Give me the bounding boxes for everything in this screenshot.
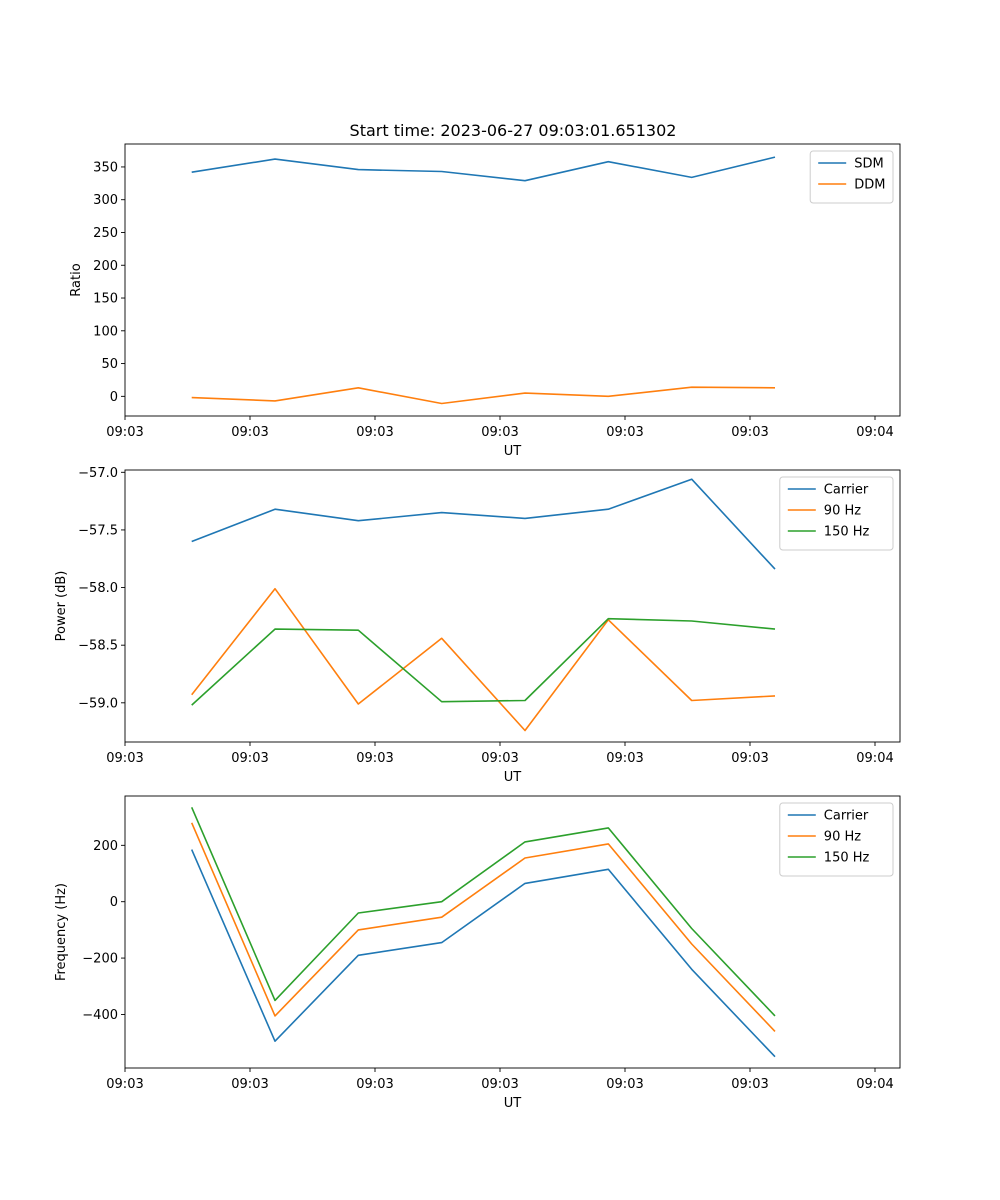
x-tick-label: 09:03	[731, 1077, 768, 1092]
legend: Carrier 90 Hz 150 Hz	[779, 476, 894, 551]
y-tick-label: 150	[93, 292, 118, 307]
x-tick-label: 09:03	[356, 751, 393, 766]
y-tick-label: 50	[101, 357, 118, 372]
x-tick-label: 09:03	[356, 425, 393, 440]
y-tick-label: −400	[82, 1008, 118, 1023]
axes-frame	[124, 795, 901, 1069]
axes-frame	[124, 469, 901, 743]
y-axis-label: Power (dB)	[54, 571, 69, 642]
x-tick-label: 09:04	[856, 1077, 893, 1092]
legend: Carrier 90 Hz 150 Hz	[779, 802, 894, 877]
x-tick-label: 09:03	[231, 1077, 268, 1092]
y-tick-label: 0	[110, 390, 118, 405]
legend-box	[809, 150, 894, 204]
x-tick-label: 09:03	[606, 425, 643, 440]
x-tick-label: 09:03	[731, 425, 768, 440]
legend-label: 90 Hz	[824, 830, 861, 845]
y-tick-label: 300	[93, 193, 118, 208]
y-tick-label: 200	[93, 839, 118, 854]
y-tick-label: 250	[93, 226, 118, 241]
series-line-carrier	[190, 849, 776, 1058]
y-tick-label: −59.0	[78, 696, 118, 711]
x-tick-label: 09:03	[606, 751, 643, 766]
y-tick-label: −58.0	[78, 581, 118, 596]
legend-label: 150 Hz	[824, 525, 870, 540]
chart-1: 09:03 09:03 09:03 09:03 09:03 09:03 09:04 0 50 10…	[69, 143, 901, 459]
series-line-carrier	[191, 478, 776, 570]
series-line-90-hz	[190, 822, 776, 1032]
x-tick-label: 09:03	[481, 1077, 518, 1092]
x-tick-label: 09:03	[481, 751, 518, 766]
x-tick-label: 09:03	[231, 751, 268, 766]
x-axis-label: UT	[504, 770, 522, 785]
chart-3: 09:03 09:03 09:03 09:03 09:03 09:03 09:04 −400 −…	[54, 795, 901, 1111]
series-line-sdm	[191, 156, 776, 182]
y-tick-label: 350	[93, 160, 118, 175]
x-tick-label: 09:03	[106, 1077, 143, 1092]
y-tick-label: 200	[93, 259, 118, 274]
legend-label: 90 Hz	[824, 504, 861, 519]
y-axis-label: Frequency (Hz)	[54, 883, 69, 981]
axes-frame	[124, 143, 901, 417]
x-tick-label: 09:03	[231, 425, 268, 440]
series-line-ddm	[191, 386, 776, 405]
y-tick-label: −58.5	[78, 639, 118, 654]
y-tick-label: −200	[82, 952, 118, 967]
series-line-150-hz	[190, 806, 776, 1017]
legend: SDM DDM	[809, 150, 894, 204]
x-tick-label: 09:03	[606, 1077, 643, 1092]
x-tick-label: 09:03	[731, 751, 768, 766]
series-line-90-hz	[191, 587, 776, 732]
x-tick-label: 09:04	[856, 425, 893, 440]
y-tick-label: 0	[110, 895, 118, 910]
series-line-150-hz	[191, 617, 776, 706]
y-axis-label: Ratio	[69, 263, 84, 296]
y-tick-label: −57.0	[78, 466, 118, 481]
legend-label: 150 Hz	[824, 851, 870, 866]
legend-label: DDM	[854, 178, 885, 193]
legend-label: SDM	[854, 157, 883, 172]
legend-label: Carrier	[824, 483, 869, 498]
y-tick-label: −57.5	[78, 523, 118, 538]
figure-title: Start time: 2023-06-27 09:03:01.651302	[350, 121, 677, 140]
y-tick-label: 100	[93, 324, 118, 339]
x-tick-label: 09:04	[856, 751, 893, 766]
x-tick-label: 09:03	[106, 751, 143, 766]
panels: 09:03 09:03 09:03 09:03 09:03 09:03 09:04 0 50 10…	[54, 143, 901, 1111]
legend-label: Carrier	[824, 809, 869, 824]
chart-2: 09:03 09:03 09:03 09:03 09:03 09:03 09:04 −59.0…	[54, 466, 901, 785]
x-tick-label: 09:03	[356, 1077, 393, 1092]
x-tick-label: 09:03	[481, 425, 518, 440]
x-axis-label: UT	[504, 444, 522, 459]
x-tick-label: 09:03	[106, 425, 143, 440]
x-axis-label: UT	[504, 1096, 522, 1111]
